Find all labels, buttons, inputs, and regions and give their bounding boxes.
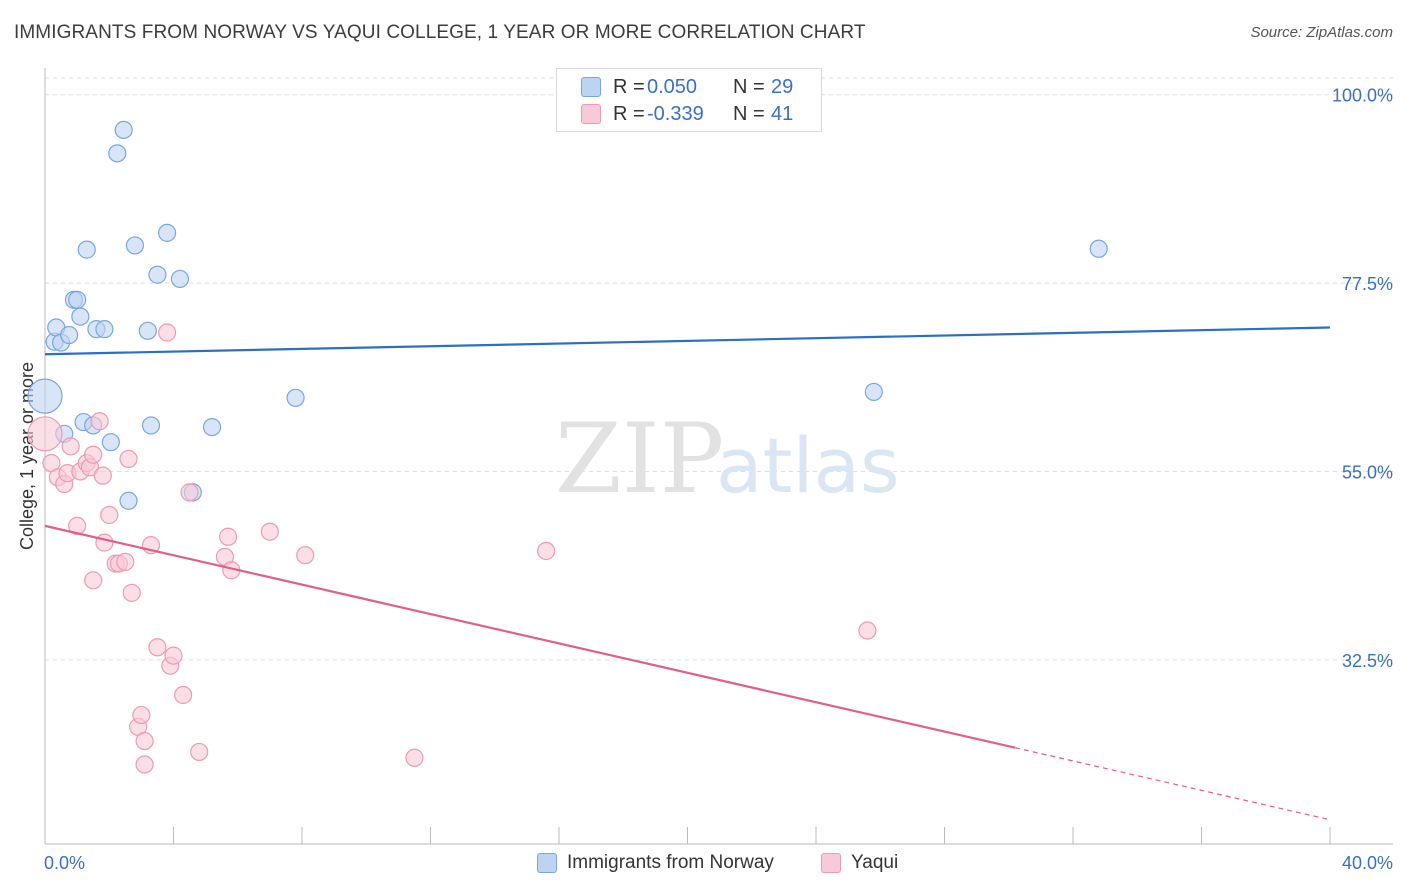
yaqui-point (100, 505, 119, 525)
norway-point (101, 433, 120, 452)
yaqui-trend-extension (1015, 747, 1331, 821)
axes (44, 68, 1393, 845)
yaqui-point (84, 571, 103, 590)
chart-title: IMMIGRANTS FROM NORWAY VS YAQUI COLLEGE,… (14, 22, 866, 43)
y-tick-label: 55.0% (1342, 462, 1393, 482)
legend-row-yaqui: R = -0.339 N = 41 (581, 101, 793, 127)
yaqui-point (84, 445, 103, 464)
norway-point (125, 236, 145, 255)
yaqui-point (132, 705, 151, 725)
yaqui-point (174, 685, 193, 705)
yaqui-point (119, 449, 138, 469)
y-tick-label: 77.5% (1342, 274, 1393, 294)
norway-point (68, 290, 87, 309)
legend-r-value: 0.050 (647, 75, 698, 98)
legend-n-label: N = (733, 75, 765, 98)
yaqui-point (180, 483, 199, 502)
yaqui-point (157, 323, 177, 342)
y-tick-label: 32.5% (1342, 651, 1393, 671)
norway-point (286, 388, 305, 407)
norway-point (95, 320, 114, 339)
yaqui-point (61, 437, 80, 456)
yaqui-point (68, 516, 87, 535)
legend-n-value: 29 (771, 75, 794, 98)
norway-point (157, 223, 177, 242)
trend-lines (44, 326, 1331, 821)
legend-r-label: R = (613, 102, 645, 125)
watermark-atlas: atlas (716, 421, 900, 510)
source-label: Source: ZipAtlas.com (1250, 24, 1393, 41)
norway-point (71, 307, 90, 326)
yaqui-point (90, 412, 109, 431)
legend-swatch-norway (537, 853, 557, 873)
yaqui-point (95, 533, 114, 552)
legend-n-label: N = (733, 102, 765, 125)
y-axis-label: College, 1 year or more (17, 362, 37, 550)
yaqui-point (260, 522, 279, 541)
yaqui-point (93, 466, 112, 485)
norway-point (27, 378, 63, 414)
legend-swatch-norway (581, 77, 601, 97)
norway-point (148, 265, 167, 284)
legend-label-yaqui: Yaqui (851, 852, 899, 873)
yaqui-point (27, 416, 63, 452)
yaqui-point (116, 552, 135, 571)
series-legend: Immigrants from Norway Yaqui (0, 852, 1406, 878)
legend-row-norway: R = 0.050 N = 29 (581, 74, 793, 100)
norway-point (59, 325, 79, 345)
legend-item-norway: Immigrants from Norway (537, 852, 774, 874)
norway-point (170, 269, 190, 289)
yaqui-point (135, 731, 154, 751)
norway-point (114, 120, 133, 140)
yaqui-point (537, 541, 556, 561)
watermark: ZIP atlas (555, 403, 900, 515)
norway-point (141, 416, 161, 435)
norway-point (119, 491, 138, 510)
watermark-zip: ZIP (555, 403, 724, 515)
x-tick-max: 40.0% (1342, 853, 1393, 873)
legend-swatch-yaqui (581, 104, 601, 124)
norway-trend-line (44, 326, 1331, 356)
norway-point (864, 382, 883, 402)
yaqui-point (858, 621, 877, 640)
legend-n-value: 41 (771, 102, 794, 125)
norway-point (77, 240, 96, 259)
y-tick-labels: 100.0% 77.5% 55.0% 32.5% (1332, 86, 1393, 671)
x-tick-min: 0.0% (44, 853, 85, 873)
legend-swatch-yaqui (821, 853, 841, 873)
yaqui-point (148, 638, 167, 657)
legend-r-value: -0.339 (647, 102, 704, 125)
data-points (27, 120, 1108, 774)
yaqui-point (164, 646, 183, 665)
yaqui-point (296, 546, 315, 565)
legend-item-yaqui: Yaqui (821, 852, 898, 874)
yaqui-point (190, 742, 209, 762)
yaqui-point (405, 748, 424, 767)
yaqui-point (135, 755, 154, 774)
legend-label-norway: Immigrants from Norway (567, 852, 774, 873)
yaqui-trend-line (44, 524, 1016, 749)
y-tick-label: 100.0% (1332, 86, 1393, 106)
yaqui-point (122, 583, 141, 602)
yaqui-point (219, 527, 238, 546)
norway-point (138, 321, 157, 340)
legend-r-label: R = (613, 75, 645, 98)
norway-point (202, 417, 222, 437)
norway-point (108, 144, 127, 163)
norway-point (1089, 239, 1108, 258)
correlation-legend: R = 0.050 N = 29 R = -0.339 N = 41 (556, 68, 822, 132)
